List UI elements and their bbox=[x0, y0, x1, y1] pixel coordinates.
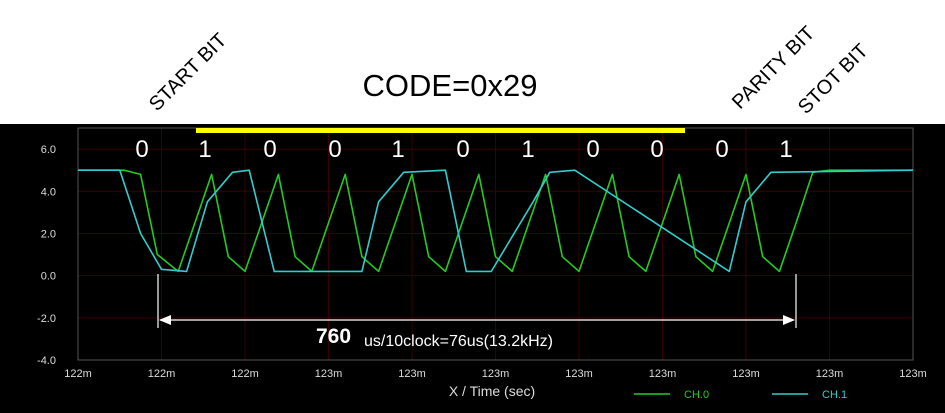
x-tick-label: 123m bbox=[732, 368, 760, 380]
annotation-header: CODE=0x29 START BIT PARITY BIT STOT BIT bbox=[0, 0, 945, 124]
stop-bit-label: STOT BIT bbox=[794, 40, 873, 119]
trace-ch1 bbox=[78, 169, 914, 273]
x-tick-label: 122m bbox=[148, 368, 176, 380]
bit-value-label: 1 bbox=[779, 136, 792, 163]
bit-value-label: 0 bbox=[328, 136, 341, 163]
x-tick-label: 123m bbox=[649, 368, 677, 380]
y-tick-label: 2.0 bbox=[41, 228, 56, 240]
x-tick-label: 122m bbox=[231, 368, 259, 380]
arrowhead-right bbox=[783, 315, 795, 325]
x-tick-label: 122m bbox=[64, 368, 92, 380]
y-tick-label: -4.0 bbox=[37, 355, 56, 367]
bit-value-label: 0 bbox=[715, 136, 728, 163]
bit-value-label: 0 bbox=[456, 136, 469, 163]
y-tick-label: -2.0 bbox=[37, 313, 56, 325]
data-bits-highlight bbox=[196, 128, 685, 133]
x-tick-label: 123m bbox=[565, 368, 593, 380]
trace-ch0 bbox=[78, 169, 913, 273]
bit-value-label: 0 bbox=[263, 136, 276, 163]
bit-value-label: 0 bbox=[650, 136, 663, 163]
bit-value-label: 1 bbox=[198, 136, 211, 163]
x-tick-label: 123m bbox=[899, 368, 927, 380]
start-bit-label: START BIT bbox=[145, 29, 231, 115]
scope-chart: 6.0 4.0 2.0 0.0 -2.0 -4.0 122m 122m 122m 123m 123m… bbox=[0, 124, 945, 413]
code-title: CODE=0x29 bbox=[363, 68, 538, 103]
measure-text: us/10clock=76us(13.2kHz) bbox=[364, 333, 553, 350]
x-tick-label: 123m bbox=[816, 368, 844, 380]
arrowhead-left bbox=[159, 315, 171, 325]
y-tick-label: 4.0 bbox=[41, 186, 56, 198]
y-tick-label: 0.0 bbox=[41, 271, 56, 283]
bit-value-label: 0 bbox=[586, 136, 599, 163]
annotation-canvas: CODE=0x29 START BIT PARITY BIT STOT BIT bbox=[145, 22, 873, 119]
y-tick-label: 6.0 bbox=[41, 144, 56, 156]
legend-label: CH.0 bbox=[684, 389, 709, 401]
bit-value-label: 1 bbox=[521, 136, 534, 163]
x-tick-label: 123m bbox=[315, 368, 343, 380]
measure-value: 760 bbox=[316, 325, 351, 348]
legend-label: CH.1 bbox=[822, 389, 847, 401]
x-tick-label: 123m bbox=[398, 368, 426, 380]
x-axis-label: X / Time (sec) bbox=[449, 383, 535, 399]
bit-value-label: 1 bbox=[391, 136, 404, 163]
oscilloscope-plot: 6.0 4.0 2.0 0.0 -2.0 -4.0 122m 122m 122m 123m 123m… bbox=[37, 127, 927, 401]
x-tick-label: 123m bbox=[482, 368, 510, 380]
bit-value-label: 0 bbox=[135, 136, 148, 163]
